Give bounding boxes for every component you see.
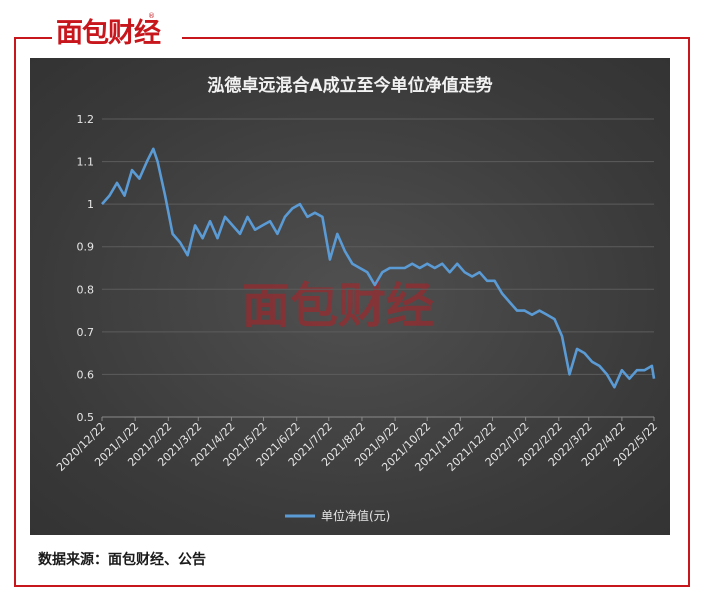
y-tick-label: 1.2 — [77, 113, 95, 126]
registered-mark: ® — [148, 12, 155, 20]
y-tick-label: 0.9 — [77, 241, 95, 254]
frame-top-right-line — [182, 37, 690, 39]
y-tick-label: 1 — [87, 198, 94, 211]
series-layer — [101, 147, 656, 389]
y-tick-label: 0.6 — [77, 368, 95, 381]
frame-right-line — [688, 37, 690, 587]
legend-label: 单位净值(元) — [321, 508, 390, 523]
frame-top-left-line — [14, 37, 52, 39]
frame-left-line — [14, 37, 16, 587]
frame-bottom-line — [14, 585, 690, 587]
chart-title: 泓德卓远混合A成立至今单位净值走势 — [207, 75, 492, 96]
y-tick-label: 1.1 — [77, 156, 95, 169]
x-axis-tick-labels: 2020/12/222021/1/222021/2/222021/3/22202… — [54, 417, 660, 474]
nav-line-chart: 泓德卓远混合A成立至今单位净值走势 面包财经 0.5 0.6 0.7 0.8 0.9 1 1… — [54, 75, 660, 523]
series-line-unit-nav — [101, 147, 656, 389]
grid-lines — [102, 118, 654, 418]
y-tick-label: 0.7 — [77, 326, 95, 339]
legend: 单位净值(元) — [285, 508, 390, 523]
y-tick-label: 0.5 — [77, 411, 95, 424]
y-tick-label: 0.8 — [77, 283, 95, 296]
y-axis-tick-labels: 0.5 0.6 0.7 0.8 0.9 1 1.1 1.2 — [77, 113, 95, 424]
brand-logo: 面包财经 — [56, 18, 161, 49]
watermark: 面包财经 — [242, 278, 434, 334]
chart-panel: 泓德卓远混合A成立至今单位净值走势 面包财经 0.5 0.6 0.7 0.8 0.9 1 1… — [30, 58, 670, 535]
source-note: 数据来源：面包财经、公告 — [38, 552, 206, 568]
